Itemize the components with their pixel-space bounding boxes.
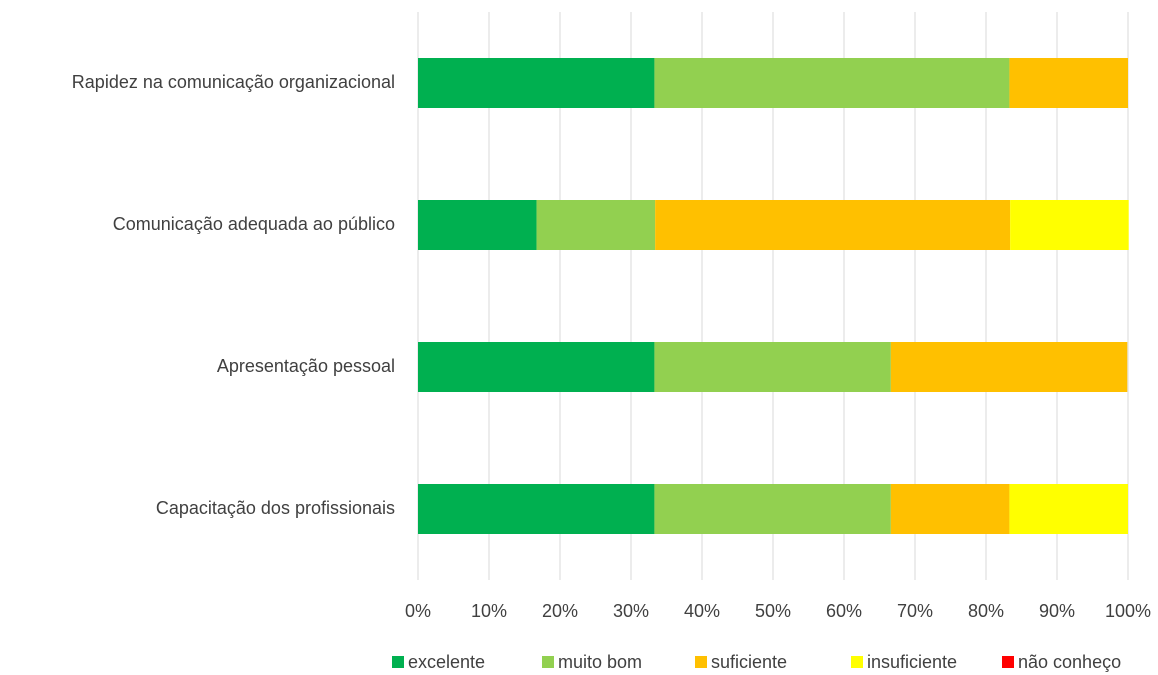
bar-segment (1010, 200, 1129, 250)
x-tick-label: 100% (1105, 601, 1151, 621)
legend-swatch (1002, 656, 1014, 668)
bar-segment (654, 58, 1010, 108)
x-tick-label: 20% (542, 601, 578, 621)
y-tick-label: Capacitação dos profissionais (156, 498, 395, 518)
x-tick-label: 40% (684, 601, 720, 621)
bar-segment (418, 342, 655, 392)
x-tick-label: 90% (1039, 601, 1075, 621)
legend-label: suficiente (711, 652, 787, 672)
x-tick-label: 70% (897, 601, 933, 621)
legend-label: não conheço (1018, 652, 1121, 672)
x-tick-label: 30% (613, 601, 649, 621)
bar-segment (890, 342, 1128, 392)
bar-segment (1009, 484, 1128, 534)
bar-segment (654, 484, 891, 534)
bar-segment (1009, 58, 1128, 108)
bar-segment (418, 484, 655, 534)
x-tick-label: 0% (405, 601, 431, 621)
bar-segment (890, 484, 1010, 534)
bar-segment (536, 200, 656, 250)
legend-swatch (695, 656, 707, 668)
legend-swatch (392, 656, 404, 668)
y-tick-label: Apresentação pessoal (217, 356, 395, 376)
legend-label: insuficiente (867, 652, 957, 672)
x-tick-label: 10% (471, 601, 507, 621)
legend-label: excelente (408, 652, 485, 672)
legend-swatch (542, 656, 554, 668)
x-tick-label: 50% (755, 601, 791, 621)
bar-segment (655, 200, 1011, 250)
x-tick-label: 60% (826, 601, 862, 621)
bar-segment (418, 58, 655, 108)
bar-segment (418, 200, 537, 250)
x-tick-label: 80% (968, 601, 1004, 621)
bar-segment (654, 342, 891, 392)
legend-swatch (851, 656, 863, 668)
legend-label: muito bom (558, 652, 642, 672)
y-tick-label: Comunicação adequada ao público (113, 214, 395, 234)
y-tick-label: Rapidez na comunicação organizacional (72, 72, 395, 92)
